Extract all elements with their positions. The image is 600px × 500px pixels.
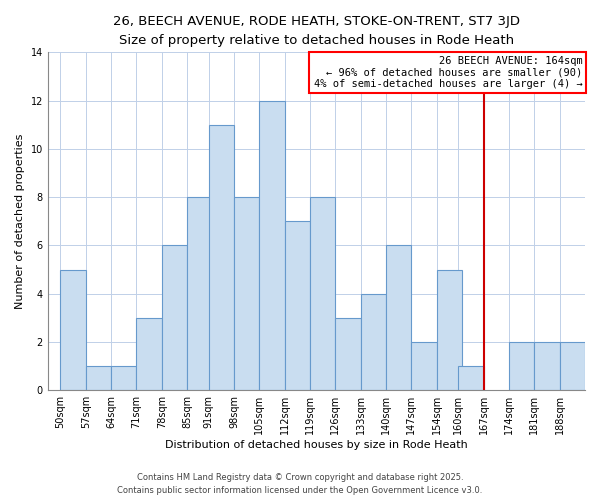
Bar [361, 294, 386, 390]
Bar [61, 270, 86, 390]
Bar [86, 366, 111, 390]
Title: 26, BEECH AVENUE, RODE HEATH, STOKE-ON-TRENT, ST7 3JD
Size of property relative : 26, BEECH AVENUE, RODE HEATH, STOKE-ON-T… [113, 15, 520, 47]
Bar [535, 342, 560, 390]
Bar [234, 197, 259, 390]
Bar [509, 342, 535, 390]
Bar [285, 222, 310, 390]
Bar [437, 270, 462, 390]
X-axis label: Distribution of detached houses by size in Rode Heath: Distribution of detached houses by size … [165, 440, 468, 450]
Text: 26 BEECH AVENUE: 164sqm
← 96% of detached houses are smaller (90)
4% of semi-det: 26 BEECH AVENUE: 164sqm ← 96% of detache… [314, 56, 583, 89]
Bar [209, 125, 234, 390]
Bar [310, 197, 335, 390]
Bar [560, 342, 585, 390]
Bar [187, 197, 212, 390]
Bar [259, 100, 285, 391]
Bar [386, 246, 412, 390]
Bar [111, 366, 136, 390]
Y-axis label: Number of detached properties: Number of detached properties [15, 134, 25, 309]
Bar [335, 318, 361, 390]
Bar [458, 366, 484, 390]
Bar [136, 318, 162, 390]
Text: Contains HM Land Registry data © Crown copyright and database right 2025.
Contai: Contains HM Land Registry data © Crown c… [118, 474, 482, 495]
Bar [162, 246, 187, 390]
Bar [412, 342, 437, 390]
